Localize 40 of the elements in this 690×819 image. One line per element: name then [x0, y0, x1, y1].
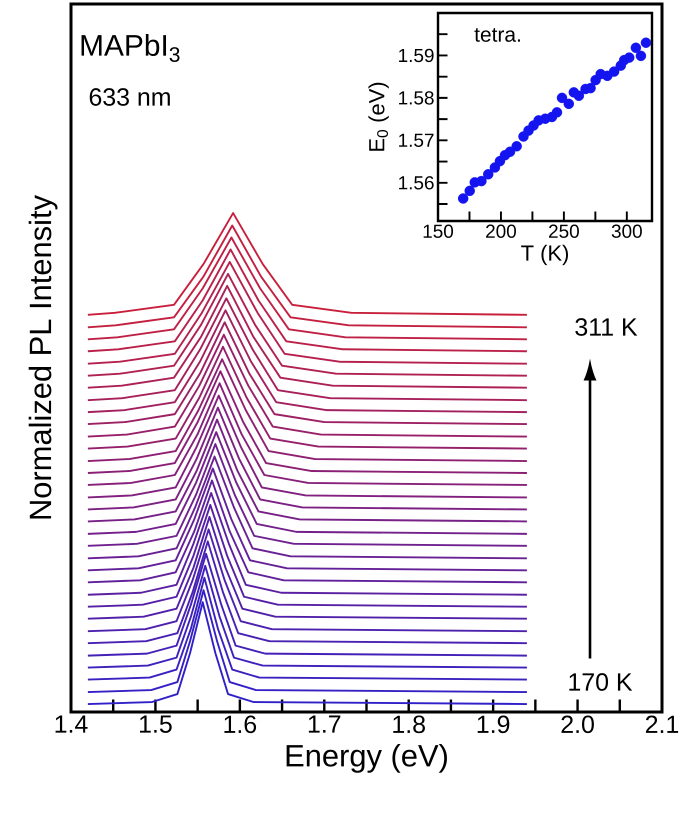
y-tick-label: 1.56 — [399, 176, 434, 190]
point — [640, 38, 652, 48]
text: MAPbI$_{3}$ — [82, 34, 180, 62]
point — [458, 193, 468, 204]
x-tick-label: 1.9 — [478, 716, 510, 734]
point — [464, 186, 475, 196]
x-tick-label: 300 — [612, 224, 642, 238]
y-axis-title: E$_{0}$ (eV) — [368, 82, 389, 151]
x-tick-label: 1.6 — [224, 716, 256, 734]
x-tick-label: 2.1 — [646, 716, 678, 733]
x-axis-title: Energy (eV) — [286, 744, 447, 773]
point — [564, 98, 574, 110]
x-tick-label: 1.7 — [308, 716, 340, 733]
text: 633 nm — [90, 88, 170, 106]
annotation: 311 K — [575, 318, 638, 336]
x-tick-label: 2.0 — [562, 716, 594, 734]
point — [630, 42, 642, 54]
point — [624, 52, 634, 63]
x-tick-label: 150 — [424, 224, 454, 238]
y-axis-title: Normalized PL Intensity — [28, 195, 58, 519]
annotation: tetra. — [474, 28, 520, 42]
y-tick-label: 1.58 — [399, 91, 434, 105]
x-tick-label: 1.4 — [56, 716, 88, 733]
x-tick-label: 1.8 — [393, 716, 425, 734]
point — [476, 176, 487, 186]
point — [483, 169, 494, 180]
y-tick-label: 1.57 — [399, 134, 434, 147]
x-tick-label: 200 — [486, 224, 516, 238]
point — [504, 146, 516, 157]
point — [556, 92, 568, 104]
x-axis-title: T (K) — [521, 244, 568, 266]
annotation: 170 K — [569, 673, 632, 691]
y-tick-label: 1.59 — [399, 48, 434, 62]
point — [552, 107, 562, 118]
x-tick-label: 250 — [549, 224, 579, 238]
x-tick-label: 1.5 — [140, 716, 172, 733]
point — [511, 141, 522, 152]
point — [574, 90, 584, 101]
point — [608, 66, 620, 77]
point — [636, 50, 646, 62]
